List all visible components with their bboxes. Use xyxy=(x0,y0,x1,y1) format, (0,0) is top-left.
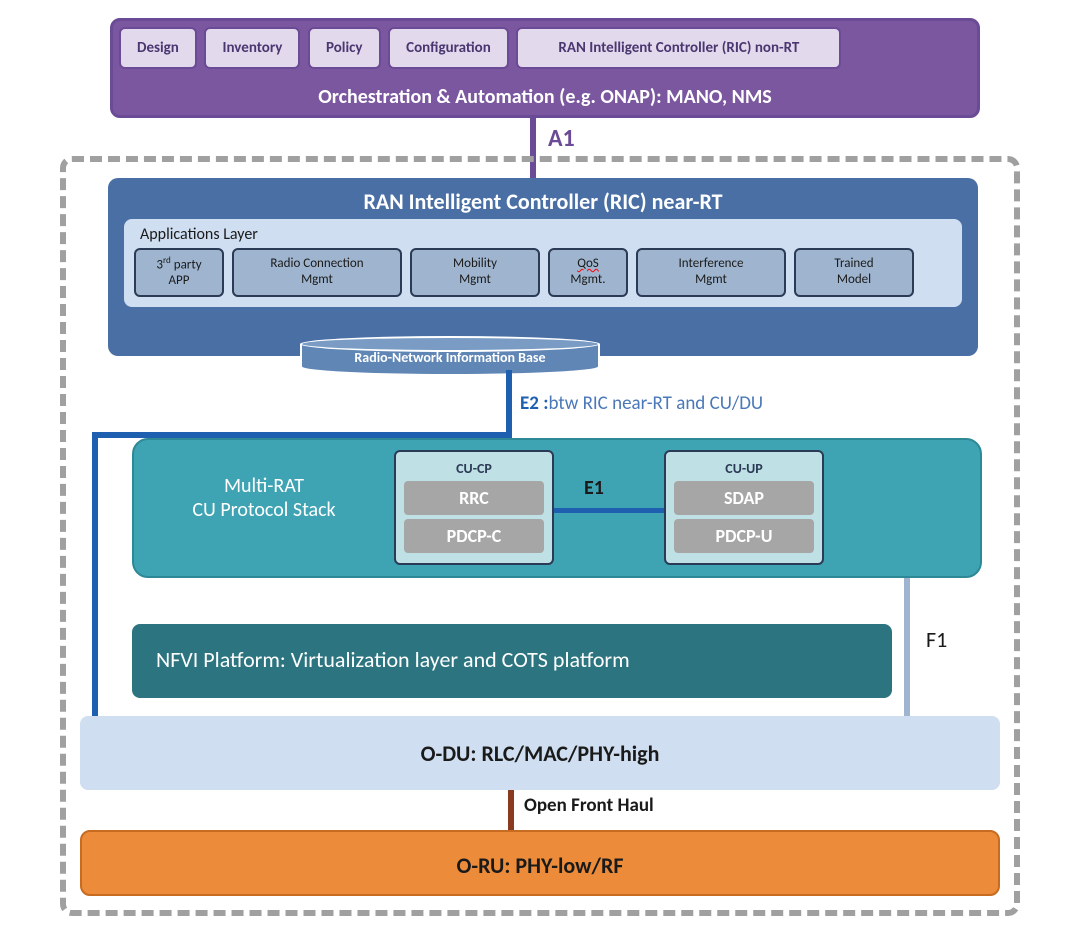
rnib-cylinder: Radio-Network Information Base xyxy=(300,336,600,380)
cu-up-box: CU-UP SDAP PDCP-U xyxy=(664,450,824,565)
e2-connector-v1 xyxy=(506,370,512,438)
ric-near-rt-block: RAN Intelligent Controller (RIC) near-RT… xyxy=(108,178,978,356)
rrc-proto: RRC xyxy=(404,481,544,515)
apps-layer-label: Applications Layer xyxy=(140,225,952,244)
multi-rat-label: Multi-RAT CU Protocol Stack xyxy=(164,474,364,522)
pdcp-u-proto: PDCP-U xyxy=(674,519,814,553)
orchestration-block: Design Inventory Policy Configuration RA… xyxy=(110,18,980,118)
ofh-label: Open Front Haul xyxy=(524,794,654,817)
cu-cp-label: CU-CP xyxy=(404,460,544,477)
orch-tab-ric-nonrt: RAN Intelligent Controller (RIC) non-RT xyxy=(516,27,841,69)
applications-layer: Applications Layer 3rd partyAPP Radio Co… xyxy=(124,219,962,307)
orch-tab-inventory: Inventory xyxy=(204,27,300,69)
e2-label: E2 :btw RIC near-RT and CU/DU xyxy=(520,392,763,415)
sdap-proto: SDAP xyxy=(674,481,814,515)
app-3rd-party: 3rd partyAPP xyxy=(134,248,224,297)
app-interference: InterferenceMgmt xyxy=(636,248,786,297)
app-qos: QoSMgmt. xyxy=(548,248,628,297)
f1-connector xyxy=(904,578,910,716)
app-trained-model: TrainedModel xyxy=(794,248,914,297)
e1-connector xyxy=(554,508,664,513)
ric-near-title: RAN Intelligent Controller (RIC) near-RT xyxy=(124,188,962,215)
f1-label: F1 xyxy=(926,626,947,653)
orch-title: Orchestration & Automation (e.g. ONAP): … xyxy=(113,85,977,109)
ofh-connector xyxy=(508,790,514,830)
e2-connector-v2 xyxy=(92,432,98,718)
orch-tab-policy: Policy xyxy=(308,27,381,69)
orch-tab-design: Design xyxy=(119,27,197,69)
pdcp-c-proto: PDCP-C xyxy=(404,519,544,553)
cu-up-label: CU-UP xyxy=(674,460,814,477)
e1-label: E1 xyxy=(584,476,604,500)
orch-tab-configuration: Configuration xyxy=(388,27,509,69)
cu-protocol-block: Multi-RAT CU Protocol Stack CU-CP RRC PD… xyxy=(132,438,982,578)
app-mobility: MobilityMgmt xyxy=(410,248,540,297)
cu-cp-box: CU-CP RRC PDCP-C xyxy=(394,450,554,565)
o-ru-block: O-RU: PHY-low/RF xyxy=(80,830,1000,896)
o-du-block: O-DU: RLC/MAC/PHY-high xyxy=(80,716,1000,790)
a1-label: A1 xyxy=(548,124,575,153)
app-radio-conn: Radio ConnectionMgmt xyxy=(232,248,402,297)
nfvi-block: NFVI Platform: Virtualization layer and … xyxy=(132,624,892,698)
